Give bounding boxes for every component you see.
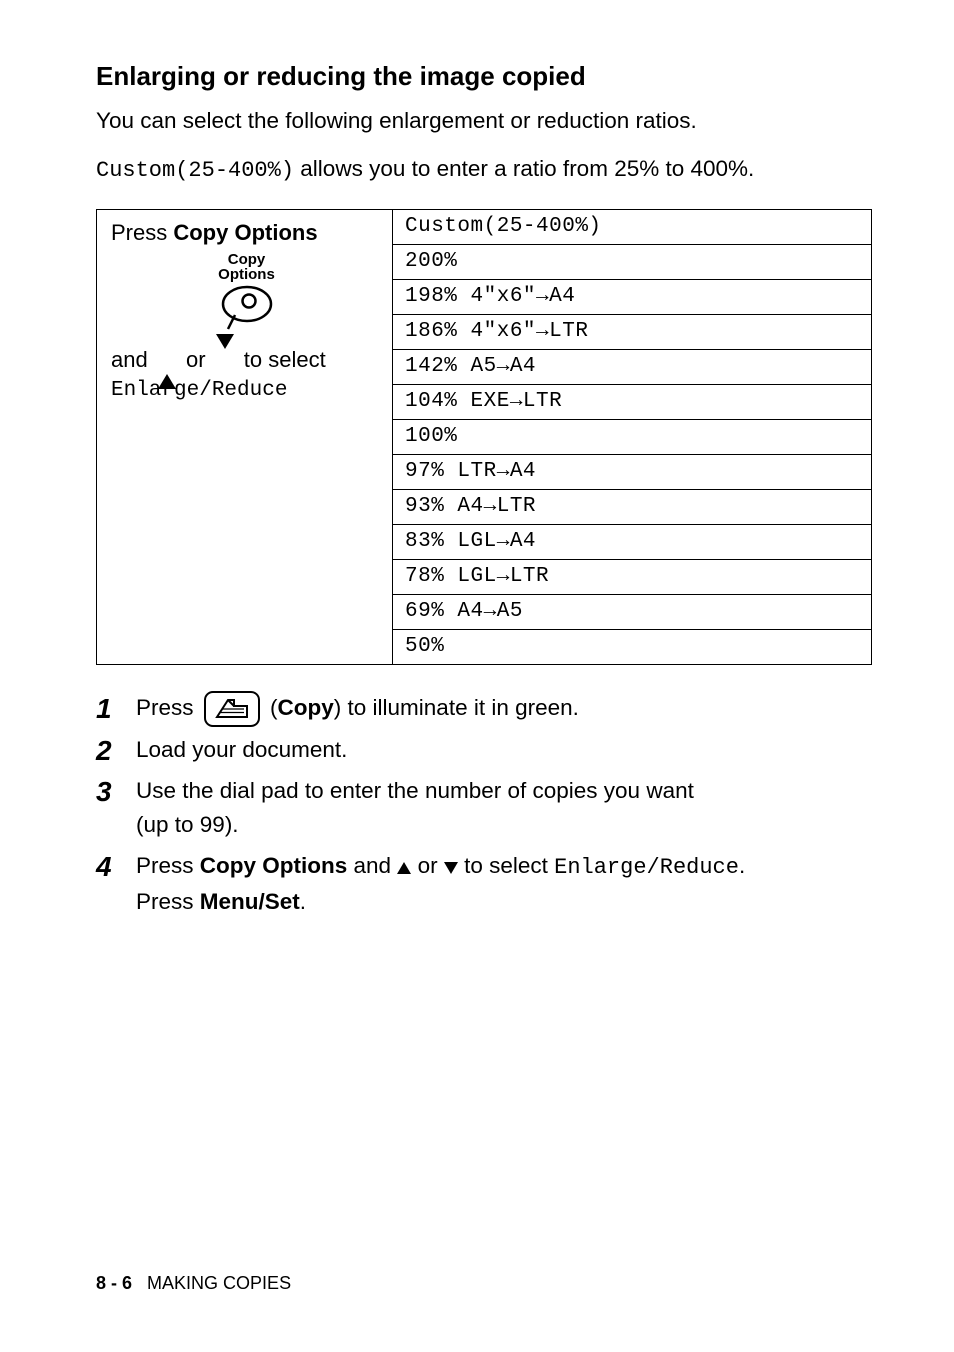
step-number: 1 <box>96 691 136 726</box>
step-number: 2 <box>96 733 136 768</box>
step4-e: Press <box>136 889 200 914</box>
intro-line-2: Custom(25-400%) allows you to enter a ra… <box>96 152 870 187</box>
step4-f: . <box>300 889 306 914</box>
step4-menuset-bold: Menu/Set <box>200 889 300 914</box>
step1-copy-bold: Copy <box>278 695 334 720</box>
steps-list: 1 Press (Copy) to illuminate it in green… <box>96 691 870 921</box>
step1-b: ) to illuminate it in green. <box>334 695 579 720</box>
press-copy-options-line: Press Copy Options <box>111 220 382 246</box>
footer-section: MAKING COPIES <box>147 1273 291 1293</box>
step-body: Load your document. <box>136 733 870 768</box>
enlarge-reduce-code: Enlarge/Reduce <box>111 379 382 402</box>
step1-open-paren: ( <box>270 695 278 720</box>
ratio-table-right: Custom(25-400%) 200% 198% 4"x6"→A4 186% … <box>393 210 871 664</box>
arrow-up-icon <box>397 862 411 874</box>
step-body: Press (Copy) to illuminate it in green. <box>136 691 870 727</box>
step-2: 2 Load your document. <box>96 733 870 768</box>
ratio-table-left: Press Copy Options Copy Options and <box>97 210 393 664</box>
step4-code: Enlarge/Reduce <box>554 855 739 880</box>
page-footer: 8 - 6 MAKING COPIES <box>96 1273 291 1294</box>
step-number: 3 <box>96 774 136 809</box>
and-text: and <box>111 347 154 372</box>
step-1: 1 Press (Copy) to illuminate it in green… <box>96 691 870 727</box>
copy-caption-l1: Copy <box>228 251 266 268</box>
step3-line2: (up to 99). <box>136 812 239 837</box>
ratio-row: 93% A4→LTR <box>393 490 871 525</box>
step3-line1: Use the dial pad to enter the number of … <box>136 778 694 803</box>
ratio-row: 186% 4"x6"→LTR <box>393 315 871 350</box>
ratio-row: 78% LGL→LTR <box>393 560 871 595</box>
section-heading: Enlarging or reducing the image copied <box>96 60 870 94</box>
step1-a: Press <box>136 695 200 720</box>
step4-d: to select <box>458 853 554 878</box>
step4-copy-options-bold: Copy Options <box>200 853 348 878</box>
to-select-text: to select <box>244 347 326 372</box>
arrow-select-line: and or to select <box>111 347 382 375</box>
ratio-row: 142% A5→A4 <box>393 350 871 385</box>
ratio-row: 200% <box>393 245 871 280</box>
ratio-row: 83% LGL→A4 <box>393 525 871 560</box>
step4-a: Press <box>136 853 200 878</box>
step4-period: . <box>739 853 745 878</box>
arrow-down-icon <box>444 862 458 874</box>
step-4: 4 Press Copy Options and or to select En… <box>96 849 870 920</box>
copy-options-button-graphic: Copy Options <box>111 252 382 338</box>
step-body: Press Copy Options and or to select Enla… <box>136 849 870 920</box>
or-text: or <box>186 347 212 372</box>
triangle-down-icon <box>216 349 234 375</box>
footer-page-number: 8 - 6 <box>96 1273 132 1293</box>
copy-button-icon <box>204 691 260 727</box>
copy-caption-l2: Options <box>218 266 275 283</box>
step-3: 3 Use the dial pad to enter the number o… <box>96 774 870 844</box>
ratio-table: Press Copy Options Copy Options and <box>96 209 872 665</box>
ratio-row: 69% A4→A5 <box>393 595 871 630</box>
step4-b: and <box>347 853 397 878</box>
ratio-row: 104% EXE→LTR <box>393 385 871 420</box>
ratio-row: 198% 4"x6"→A4 <box>393 280 871 315</box>
triangle-up-icon <box>158 349 176 375</box>
copy-options-caption: Copy Options <box>218 252 275 284</box>
intro-line-2-rest: allows you to enter a ratio from 25% to … <box>294 156 754 181</box>
step-number: 4 <box>96 849 136 884</box>
ratio-row: 50% <box>393 630 871 664</box>
intro-line-1: You can select the following enlargement… <box>96 104 870 138</box>
step-body: Use the dial pad to enter the number of … <box>136 774 870 844</box>
press-label: Press <box>111 220 173 245</box>
ratio-row: Custom(25-400%) <box>393 210 871 245</box>
ratio-row: 100% <box>393 420 871 455</box>
ratio-row: 97% LTR→A4 <box>393 455 871 490</box>
custom-range-code: Custom(25-400%) <box>96 158 294 183</box>
copy-options-bold: Copy Options <box>173 220 317 245</box>
step4-c: or <box>411 853 444 878</box>
